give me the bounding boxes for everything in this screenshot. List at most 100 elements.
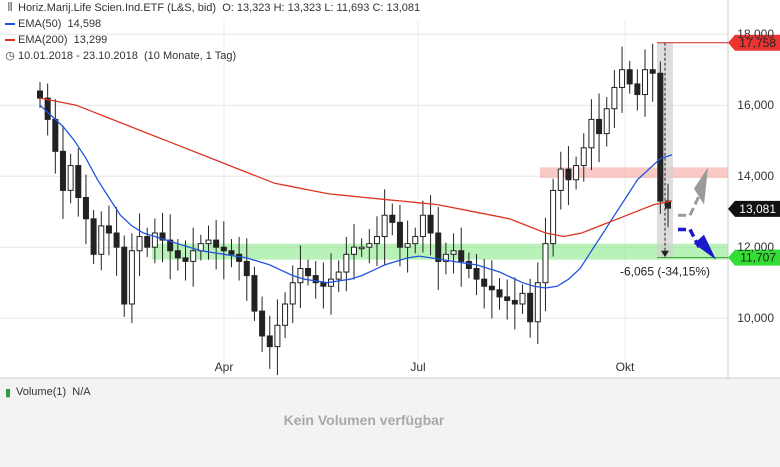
candle-body bbox=[435, 232, 442, 262]
candle-body bbox=[626, 69, 633, 85]
candle-body bbox=[236, 253, 243, 262]
candle-body bbox=[59, 150, 66, 191]
candle-body bbox=[611, 86, 618, 110]
candle-body bbox=[266, 335, 273, 348]
volume-panel bbox=[0, 378, 780, 467]
candle-body bbox=[557, 168, 564, 191]
candle-body bbox=[412, 236, 419, 245]
candle-body bbox=[305, 268, 312, 277]
candle-body bbox=[596, 118, 603, 135]
last-price-tag bbox=[728, 200, 780, 217]
ema50-swatch bbox=[2, 16, 18, 32]
candle-body bbox=[450, 250, 457, 255]
candle-body bbox=[358, 246, 365, 250]
drop-arrowhead bbox=[661, 250, 669, 258]
candle-body bbox=[259, 310, 266, 337]
candle-body bbox=[458, 250, 465, 262]
y-tick-label: 18,000 bbox=[737, 27, 774, 41]
candle-body bbox=[351, 246, 357, 255]
y-tick-label: 14,000 bbox=[737, 169, 774, 183]
y-tick-label: 16,000 bbox=[737, 98, 774, 112]
ema200-line bbox=[39, 97, 673, 238]
candle-body bbox=[473, 268, 480, 280]
candle-body bbox=[105, 225, 112, 234]
candle-body bbox=[657, 72, 664, 202]
candle-body bbox=[427, 214, 434, 234]
ema50-label: EMA(50) bbox=[18, 18, 62, 30]
candle-body bbox=[190, 250, 197, 262]
candle-body bbox=[243, 260, 250, 277]
candle-body bbox=[98, 225, 105, 255]
candle-body bbox=[404, 243, 411, 248]
date-range: 10.01.2018 - 23.10.2018 bbox=[18, 50, 138, 62]
candle-body bbox=[44, 97, 51, 120]
ema200-value: 13,299 bbox=[73, 34, 108, 46]
period-info: (10 Monate, 1 Tag) bbox=[144, 50, 237, 62]
candle-body bbox=[52, 118, 59, 152]
resistance-zone bbox=[540, 167, 728, 178]
candle-body bbox=[297, 268, 304, 284]
candle-body bbox=[634, 83, 641, 96]
instrument-title: Horiz.Marij.Life Scien.Ind.ETF (L&S, bid… bbox=[18, 2, 217, 14]
candle-body bbox=[82, 197, 89, 220]
candle-body bbox=[151, 232, 158, 248]
high-price-tag bbox=[728, 34, 780, 51]
clock-icon: ◷ bbox=[5, 50, 15, 62]
x-tick-label: Okt bbox=[616, 360, 635, 374]
candle-body bbox=[320, 282, 327, 287]
x-tick-label: Jul bbox=[410, 360, 425, 374]
candle-body bbox=[573, 165, 580, 181]
candle-body bbox=[167, 239, 174, 252]
no-volume-message: Kein Volumen verfügbar bbox=[283, 412, 445, 428]
x-tick-label: Apr bbox=[215, 360, 234, 374]
candle-body bbox=[396, 221, 403, 248]
candle-body bbox=[565, 168, 572, 181]
candle-body bbox=[527, 292, 534, 323]
candle-body bbox=[343, 253, 350, 273]
candle-body bbox=[419, 214, 426, 238]
candle-body bbox=[113, 232, 120, 248]
scenario-up-arrow bbox=[678, 193, 702, 217]
candle-body bbox=[289, 282, 296, 305]
volume-legend: ▮ Volume(1) N/A bbox=[0, 382, 97, 402]
candle-body bbox=[251, 275, 258, 312]
candle-body bbox=[335, 271, 342, 280]
volume-icon: ▮ bbox=[4, 386, 12, 399]
ema200-swatch bbox=[2, 32, 18, 48]
chart-legend: ⫼ Horiz.Marij.Life Scien.Ind.ETF (L&S, b… bbox=[0, 0, 420, 64]
candle-body bbox=[389, 214, 396, 223]
candle-body bbox=[366, 243, 373, 248]
candle-body bbox=[550, 189, 557, 245]
scenario-up-arrowhead bbox=[694, 167, 708, 205]
y-tick-label: 12,000 bbox=[737, 240, 774, 254]
scenario-down-arrowhead bbox=[694, 234, 716, 260]
candle-body bbox=[182, 257, 189, 262]
candle-body bbox=[519, 292, 526, 305]
high-price-label: 17,758 bbox=[739, 36, 776, 50]
candle-body bbox=[213, 239, 220, 248]
candle-body bbox=[144, 236, 151, 248]
candle-body bbox=[642, 69, 649, 96]
candle-body bbox=[442, 253, 449, 262]
candle-body bbox=[542, 243, 549, 284]
candle-body bbox=[174, 250, 181, 259]
candle-body bbox=[588, 118, 595, 149]
candle-body bbox=[488, 285, 495, 291]
candle-body bbox=[159, 232, 166, 241]
drop-annotation: -6,065 (-34,15%) bbox=[620, 265, 710, 279]
last-price-label: 13,081 bbox=[739, 202, 776, 216]
candle-body bbox=[67, 165, 74, 191]
ema200-label: EMA(200) bbox=[18, 34, 68, 46]
candle-body bbox=[282, 303, 289, 326]
ohlc-values: O: 13,323 H: 13,323 L: 11,693 C: 13,081 bbox=[222, 2, 421, 14]
candle-body bbox=[619, 69, 626, 88]
candle-body bbox=[465, 260, 472, 269]
candle-body bbox=[228, 250, 235, 255]
candle-body bbox=[274, 324, 281, 348]
candle-body bbox=[312, 275, 319, 284]
candlestick-icon: ⫼ bbox=[7, 2, 13, 13]
candle-body bbox=[534, 282, 541, 323]
low-price-label: 11,707 bbox=[740, 251, 776, 265]
